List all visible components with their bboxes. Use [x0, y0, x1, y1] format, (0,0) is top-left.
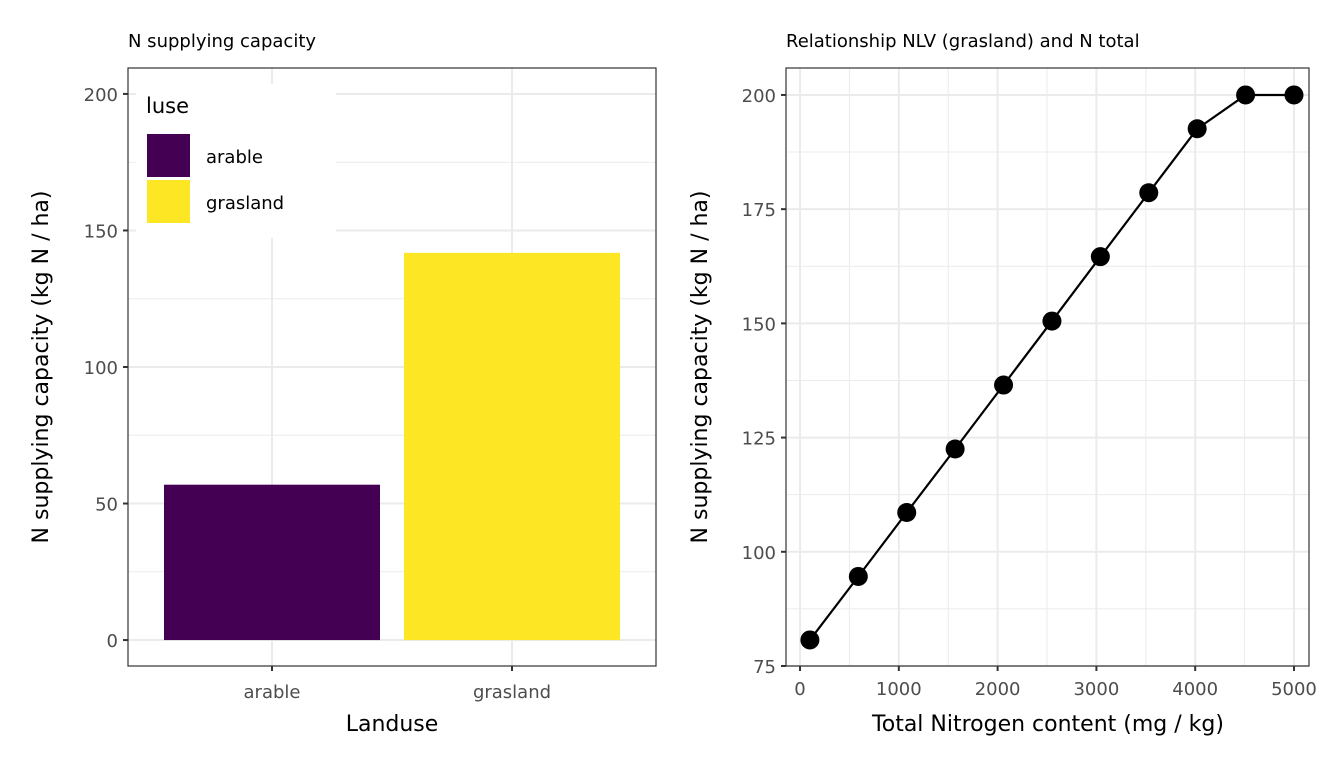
y-tick-label: 50 — [95, 495, 118, 516]
x-tick-label: 1000 — [876, 679, 922, 700]
bar-chart-axes: 0 50 100 150 200 arable grasland — [84, 85, 551, 703]
legend-swatch-arable — [147, 134, 190, 177]
bar-chart-title: N supplying capacity — [128, 31, 316, 52]
y-tick-label: 175 — [742, 200, 776, 221]
data-point — [800, 630, 820, 650]
legend-label-grasland: grasland — [206, 193, 284, 214]
data-point — [1187, 119, 1207, 139]
x-tick-label: grasland — [473, 682, 551, 703]
line-chart-x-axis-title: Total Nitrogen content (mg / kg) — [871, 712, 1224, 737]
y-tick-label: 100 — [84, 358, 118, 379]
y-tick-label: 125 — [742, 429, 776, 450]
y-tick-label: 150 — [84, 221, 118, 242]
y-tick-label: 200 — [742, 86, 776, 107]
x-tick-label: 2000 — [975, 679, 1021, 700]
bar-grasland — [404, 252, 620, 641]
bar-arable — [164, 484, 380, 641]
data-point — [1236, 85, 1256, 105]
data-point — [1042, 311, 1062, 331]
y-tick-label: 100 — [742, 543, 776, 564]
bar-chart-bars — [164, 252, 620, 641]
y-tick-label: 200 — [84, 85, 118, 106]
line-chart-title: Relationship NLV (grasland) and N total — [786, 31, 1140, 52]
line-chart-y-axis-title: N supplying capacity (kg N / ha) — [688, 191, 713, 544]
data-point — [994, 375, 1014, 395]
y-tick-label: 150 — [742, 314, 776, 335]
legend-swatch-grasland — [147, 180, 190, 223]
x-tick-label: arable — [244, 682, 301, 703]
data-point — [945, 439, 965, 459]
legend-label-arable: arable — [206, 147, 263, 168]
legend-title: luse — [146, 94, 189, 118]
data-point — [848, 566, 868, 586]
data-point — [1090, 247, 1110, 267]
x-tick-label: 0 — [794, 679, 805, 700]
bar-chart-y-axis-title: N supplying capacity (kg N / ha) — [29, 191, 54, 544]
bar-chart-panel: N supplying capacity luse arable graslan… — [29, 31, 657, 737]
line-chart-panel-border — [785, 67, 1310, 667]
legend: luse arable grasland — [136, 84, 336, 238]
data-point — [1139, 183, 1159, 203]
line-chart-panel: Relationship NLV (grasland) and N total … — [688, 31, 1317, 737]
line-chart-series — [800, 85, 1304, 650]
x-tick-label: 5000 — [1271, 679, 1317, 700]
data-point — [897, 503, 917, 523]
y-tick-label: 0 — [107, 631, 118, 652]
series-line — [809, 93, 1294, 641]
data-point — [1284, 85, 1304, 105]
bar-chart-x-axis-title: Landuse — [346, 712, 439, 737]
x-tick-label: 3000 — [1073, 679, 1119, 700]
y-tick-label: 75 — [753, 657, 776, 678]
x-tick-label: 4000 — [1172, 679, 1218, 700]
